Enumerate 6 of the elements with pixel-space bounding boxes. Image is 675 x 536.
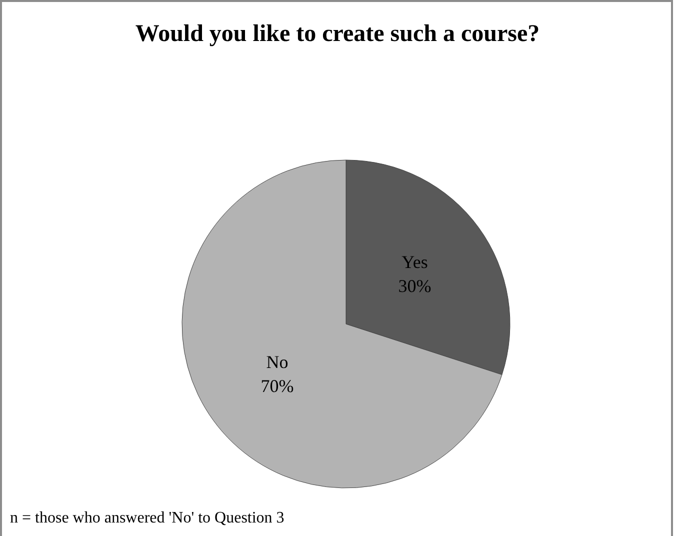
data-label: 70% (260, 376, 294, 396)
chart-title: Would you like to create such a course? (135, 21, 540, 47)
data-label: 30% (398, 276, 432, 296)
text: n = those who answered 'No' to Question 3 (10, 510, 284, 526)
slice-label: No (266, 352, 288, 372)
slice-label: Yes (402, 252, 428, 272)
